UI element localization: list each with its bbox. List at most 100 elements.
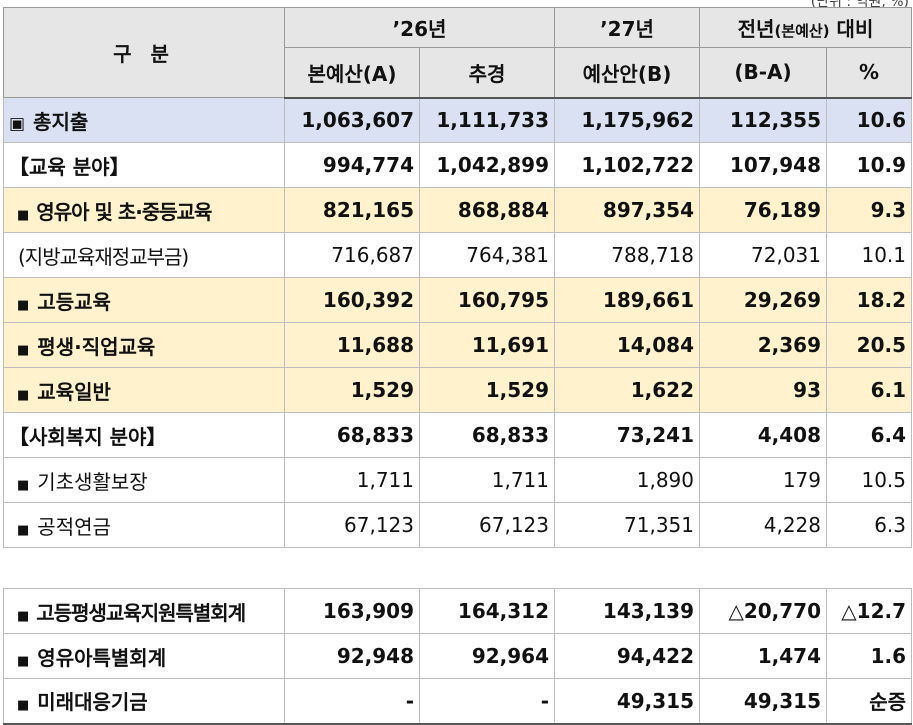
cell-diff: 4,228	[699, 502, 827, 548]
cell-supp: 1,529	[419, 367, 555, 413]
cell-diff: 112,355	[699, 97, 827, 143]
row-label: ■ 미래대응기금	[3, 678, 285, 725]
row-label-text: 공적연금	[37, 514, 111, 539]
cell-proposal: 1,102,722	[554, 142, 700, 188]
row-label: ■ 공적연금	[3, 502, 285, 548]
table-row: ▣ 총지출 1,063,607 1,111,733 1,175,962 112,3…	[3, 97, 913, 143]
table-row: ■ 공적연금 67,123 67,123 71,351 4,228 6.3	[3, 502, 913, 548]
cell-pct: 10.5	[825, 457, 913, 503]
cell-supp: 1,711	[419, 457, 555, 503]
table-row: (지방교육재정교부금) 716,687 764,381 788,718 72,0…	[3, 232, 913, 278]
row-label-text: 고등평생교육지원특별회계	[36, 600, 246, 625]
header-year-27: ’27년	[554, 7, 700, 48]
cell-pct: 6.3	[825, 502, 913, 548]
bullet-icon: ■	[17, 608, 29, 624]
header-col-pct: %	[825, 47, 913, 99]
cell-main: 163,909	[284, 588, 420, 634]
cell-supp: 92,964	[419, 633, 555, 679]
cell-diff: 49,315	[699, 678, 827, 725]
cell-diff: 4,408	[699, 412, 827, 458]
row-label: ■ 영유아 및 초·중등교육	[3, 187, 285, 233]
header-compare-paren: (본예산)	[774, 22, 830, 40]
cell-supp: 1,042,899	[419, 142, 555, 188]
spacer-cell	[3, 547, 912, 589]
cell-diff: 2,369	[699, 322, 827, 368]
cell-proposal: 94,422	[554, 633, 700, 679]
spacer-row	[3, 547, 912, 589]
table-row: ■ 평생·직업교육 11,688 11,691 14,084 2,369 20.5	[3, 322, 913, 368]
header-row-2: 본예산(A) 추경 예산안(B) (B-A) %	[4, 47, 913, 99]
row-label: ■ 기초생활보장	[3, 457, 285, 503]
cell-main: 1,711	[284, 457, 420, 503]
row-label: (지방교육재정교부금)	[3, 232, 285, 278]
bullet-icon: ■	[17, 698, 30, 714]
table-row: ■ 고등평생교육지원특별회계 163,909 164,312 143,139 △2…	[3, 588, 913, 634]
cell-supp: 868,884	[419, 187, 555, 233]
cell-supp: -	[419, 678, 555, 725]
cell-proposal: 49,315	[554, 678, 700, 725]
cell-main: 1,529	[284, 367, 420, 413]
bullet-icon: ■	[17, 477, 30, 493]
header-col-proposal: 예산안(B)	[554, 47, 700, 99]
cell-diff: △20,770	[699, 588, 827, 634]
header-col-main: 본예산(A)	[284, 47, 420, 99]
header-compare-suffix: 대비	[829, 17, 874, 41]
row-label-text: 고등교육	[37, 289, 111, 314]
cell-proposal: 14,084	[554, 322, 700, 368]
row-label: 【사회복지 분야】	[3, 412, 285, 458]
cell-proposal: 1,890	[554, 457, 700, 503]
cell-pct: 1.6	[825, 633, 913, 679]
unit-label: (단위 : 억원, %)	[810, 0, 909, 10]
header-year-26: ’26년	[284, 7, 555, 48]
cell-supp: 68,833	[419, 412, 555, 458]
cell-supp: 164,312	[419, 588, 555, 634]
cell-pct: 20.5	[825, 322, 913, 368]
cell-pct: 6.4	[825, 412, 913, 458]
cell-pct: 18.2	[825, 277, 913, 323]
cell-pct: △12.7	[825, 588, 913, 634]
cell-proposal: 189,661	[554, 277, 700, 323]
cell-main: 11,688	[284, 322, 420, 368]
cell-proposal: 1,622	[554, 367, 700, 413]
table-row: ■ 기초생활보장 1,711 1,711 1,890 179 10.5	[3, 457, 913, 503]
table-row: 【사회복지 분야】 68,833 68,833 73,241 4,408 6.4	[3, 412, 913, 458]
bullet-icon: ■	[17, 207, 29, 223]
cell-diff: 1,474	[699, 633, 827, 679]
cell-main: 92,948	[284, 633, 420, 679]
cell-main: 716,687	[284, 232, 420, 278]
header-row-1: 구 분 ’26년 ’27년 전년(본예산) 대비	[3, 7, 913, 98]
row-label-text: 총지출	[33, 109, 89, 134]
cell-supp: 67,123	[419, 502, 555, 548]
cell-pct: 9.3	[825, 187, 913, 233]
row-label: ■ 고등교육	[3, 277, 285, 323]
budget-table: 구 분 ’26년 ’27년 전년(본예산) 대비 본예산(A) 추경 예산안(B…	[3, 7, 913, 725]
row-label-text: 기초생활보장	[37, 469, 148, 494]
cell-main: -	[284, 678, 420, 725]
row-label: 【교육 분야】	[3, 142, 285, 188]
cell-diff: 72,031	[699, 232, 827, 278]
cell-diff: 29,269	[699, 277, 827, 323]
cell-diff: 179	[699, 457, 827, 503]
cell-pct: 10.9	[825, 142, 913, 188]
cell-proposal: 1,175,962	[554, 97, 700, 143]
cell-main: 68,833	[284, 412, 420, 458]
bullet-icon: ■	[17, 297, 30, 313]
row-label: ■ 영유아특별회계	[3, 633, 285, 679]
header-category: 구 분	[3, 7, 285, 98]
row-label: ■ 평생·직업교육	[3, 322, 285, 368]
table-row: ■ 영유아특별회계 92,948 92,964 94,422 1,474 1.6	[3, 633, 913, 679]
cell-pct: 10.1	[825, 232, 913, 278]
bullet-icon: ■	[17, 522, 30, 538]
cell-diff: 93	[699, 367, 827, 413]
cell-main: 1,063,607	[284, 97, 420, 143]
cell-main: 994,774	[284, 142, 420, 188]
table-row: ■ 고등교육 160,392 160,795 189,661 29,269 18.…	[3, 277, 913, 323]
cell-diff: 107,948	[699, 142, 827, 188]
cell-proposal: 143,139	[554, 588, 700, 634]
bullet-icon: ■	[17, 342, 30, 358]
row-label-text: 영유아특별회계	[37, 645, 167, 670]
row-label: ▣ 총지출	[3, 97, 285, 143]
header-col-supp: 추경	[419, 47, 555, 99]
row-label-text: 교육일반	[37, 379, 111, 404]
header-compare: 전년(본예산) 대비	[698, 7, 913, 48]
